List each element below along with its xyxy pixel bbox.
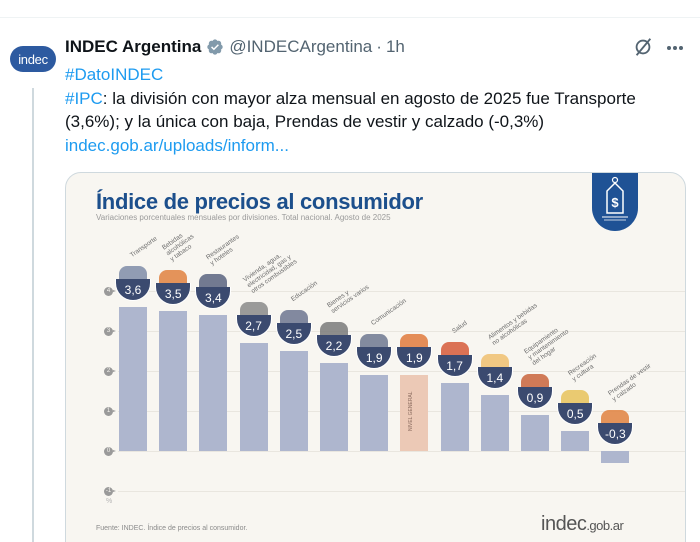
- bar-1: [119, 307, 147, 451]
- y-axis-tick: -1: [104, 487, 116, 496]
- tweet-text: #DatoINDEC #IPC: la división con mayor a…: [65, 63, 690, 157]
- bar-3: [199, 315, 228, 451]
- category-illustration-icon: [320, 322, 348, 338]
- category-label: Comunicación: [370, 297, 408, 327]
- category-illustration-icon: [400, 334, 429, 350]
- category-illustration-icon: [360, 334, 389, 350]
- value-label: 2,7: [235, 315, 272, 337]
- category-illustration-icon: [279, 310, 308, 326]
- tweet-line-2: #IPC: la división con mayor alza mensual…: [65, 87, 690, 111]
- hashtag-datoindec[interactable]: #DatoINDEC: [65, 65, 164, 84]
- bar-9: [440, 383, 469, 451]
- category-illustration-icon: [440, 342, 469, 358]
- value-label: 3,4: [195, 287, 232, 309]
- gridline: [118, 331, 685, 332]
- value-label: 0,9: [517, 387, 553, 409]
- category-label: Restaurantes y hoteles: [205, 233, 242, 267]
- category-illustration-icon: [480, 354, 509, 370]
- bar-4: [239, 343, 268, 451]
- category-label: Vivienda, agua, electricidad, gas y otro…: [241, 252, 298, 295]
- gridline: [118, 451, 685, 452]
- external-link[interactable]: indec.gob.ar/uploads/inform...: [65, 135, 289, 155]
- gridline: [118, 491, 685, 492]
- author-handle[interactable]: @INDECArgentina: [229, 37, 373, 56]
- price-tag-icon: $: [602, 176, 628, 221]
- y-axis-tick: 0: [104, 447, 116, 456]
- category-illustration-icon: [159, 270, 188, 286]
- value-label: 1,9: [356, 347, 393, 369]
- bar-12: [561, 431, 590, 451]
- gridline: [118, 371, 685, 372]
- price-tag-badge: $: [592, 173, 638, 231]
- indec-logo: indec.gob.ar: [541, 513, 624, 535]
- gridline: [118, 291, 685, 292]
- bar-2: [159, 311, 188, 451]
- verified-badge-icon: [207, 39, 224, 55]
- y-axis-tick: 4: [104, 287, 116, 296]
- top-divider: [0, 17, 700, 18]
- value-label: 3,6: [115, 279, 151, 301]
- tweet-text-segment: : la división con mayor alza mensual en …: [102, 88, 636, 108]
- y-axis-tick: 2: [104, 367, 116, 376]
- category-illustration-icon: [239, 302, 268, 318]
- y-axis-tick: 3: [104, 327, 116, 336]
- value-label: 1,7: [436, 355, 473, 377]
- tweet-line-4: indec.gob.ar/uploads/inform...: [65, 134, 690, 158]
- chart-subtitle: Variaciones porcentuales mensuales por d…: [96, 213, 391, 222]
- chart-title: Índice de precios al consumidor: [96, 189, 423, 214]
- bar-11: [521, 415, 549, 451]
- category-illustration-icon: [601, 410, 630, 426]
- value-label: 2,2: [316, 335, 352, 357]
- category-label: Transporte: [128, 235, 159, 259]
- bar-10: [480, 395, 509, 451]
- highlight-bar-note: NIVEL GENERAL: [408, 391, 415, 431]
- category-label: Bienes y servicios varios: [325, 283, 371, 315]
- category-label: Equipamiento y mantenimiento del hogar: [522, 326, 571, 367]
- chart-source: Fuente: INDEC. Índice de precios al cons…: [96, 525, 248, 532]
- category-illustration-icon: [199, 274, 228, 290]
- separator-dot: ·: [376, 37, 382, 56]
- tweet-line-1: #DatoINDEC: [65, 63, 690, 87]
- tweet-header: INDEC Argentina @INDECArgentina · 1h: [65, 36, 405, 58]
- tweet-line-3: (3,6%); y la única con baja, Prendas de …: [65, 110, 690, 134]
- hashtag-ipc[interactable]: #IPC: [65, 88, 103, 108]
- category-label: Alimentos y bebidas no alcohólicas: [486, 302, 539, 347]
- svg-text:$: $: [611, 195, 619, 210]
- bar-13: [601, 451, 630, 463]
- tweet-text-segment: (3,6%); y la única con baja, Prendas de …: [65, 112, 545, 131]
- bar-8: [400, 375, 429, 451]
- thread-line: [32, 88, 34, 542]
- avatar[interactable]: indec: [10, 46, 56, 72]
- timestamp[interactable]: 1h: [385, 37, 405, 56]
- category-label: Recreación y cultura: [567, 352, 599, 383]
- value-label: -0,3: [597, 423, 634, 445]
- more-options-icon[interactable]: [664, 38, 686, 58]
- value-label: 2,5: [275, 323, 312, 345]
- media-card[interactable]: Índice de precios al consumidor Variacio…: [65, 172, 686, 542]
- grok-icon[interactable]: [632, 36, 654, 58]
- category-illustration-icon: [119, 266, 147, 282]
- y-axis-tick: 1: [104, 407, 116, 416]
- value-label: 0,5: [557, 403, 594, 425]
- author-name[interactable]: INDEC Argentina: [65, 37, 202, 56]
- bar-6: [320, 363, 348, 451]
- value-label: 1,4: [476, 367, 513, 389]
- y-axis-unit: %: [106, 498, 113, 505]
- category-label: Salud: [450, 319, 469, 335]
- bar-7: [360, 375, 389, 451]
- category-illustration-icon: [521, 374, 549, 390]
- category-label: Bebidas alcohólicas y tabaco: [161, 232, 196, 263]
- bar-5: [279, 351, 308, 451]
- value-label: 1,9: [396, 347, 433, 369]
- category-label: Prendas de vestir y calzado: [607, 362, 653, 403]
- category-illustration-icon: [561, 390, 590, 406]
- avatar-text: indec: [18, 51, 48, 67]
- value-label: 3,5: [155, 283, 192, 305]
